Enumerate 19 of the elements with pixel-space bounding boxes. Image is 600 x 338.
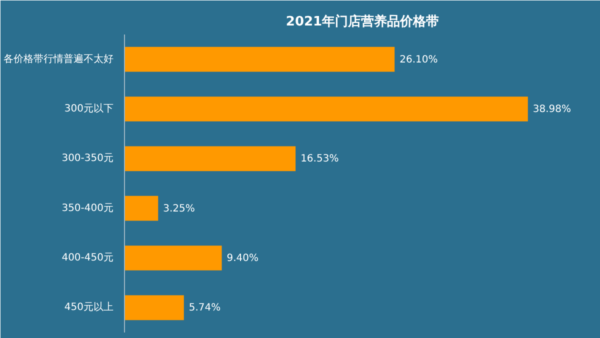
y-tick-label: 各价格带行情普遍不太好 xyxy=(4,52,114,65)
data-label: 26.10% xyxy=(400,54,438,66)
bar xyxy=(124,295,184,320)
bar xyxy=(124,96,528,122)
data-label: 9.40% xyxy=(226,253,259,264)
bar xyxy=(124,46,395,72)
bar xyxy=(124,146,296,172)
data-label: 5.74% xyxy=(188,302,221,314)
bar xyxy=(124,246,222,270)
y-tick-label: 400-450元 xyxy=(62,252,114,264)
bar xyxy=(124,196,158,221)
data-label: 16.53% xyxy=(300,154,339,165)
y-tick-label: 350-400元 xyxy=(62,202,114,214)
y-tick-label: 300-350元 xyxy=(62,153,114,164)
data-label: 3.25% xyxy=(163,203,195,214)
y-tick-label: 450元以上 xyxy=(64,301,114,314)
data-label: 38.98% xyxy=(532,104,572,115)
chart-title: 2021年门店营养品价格带 xyxy=(286,14,440,30)
y-tick-label: 300元以下 xyxy=(64,102,114,114)
